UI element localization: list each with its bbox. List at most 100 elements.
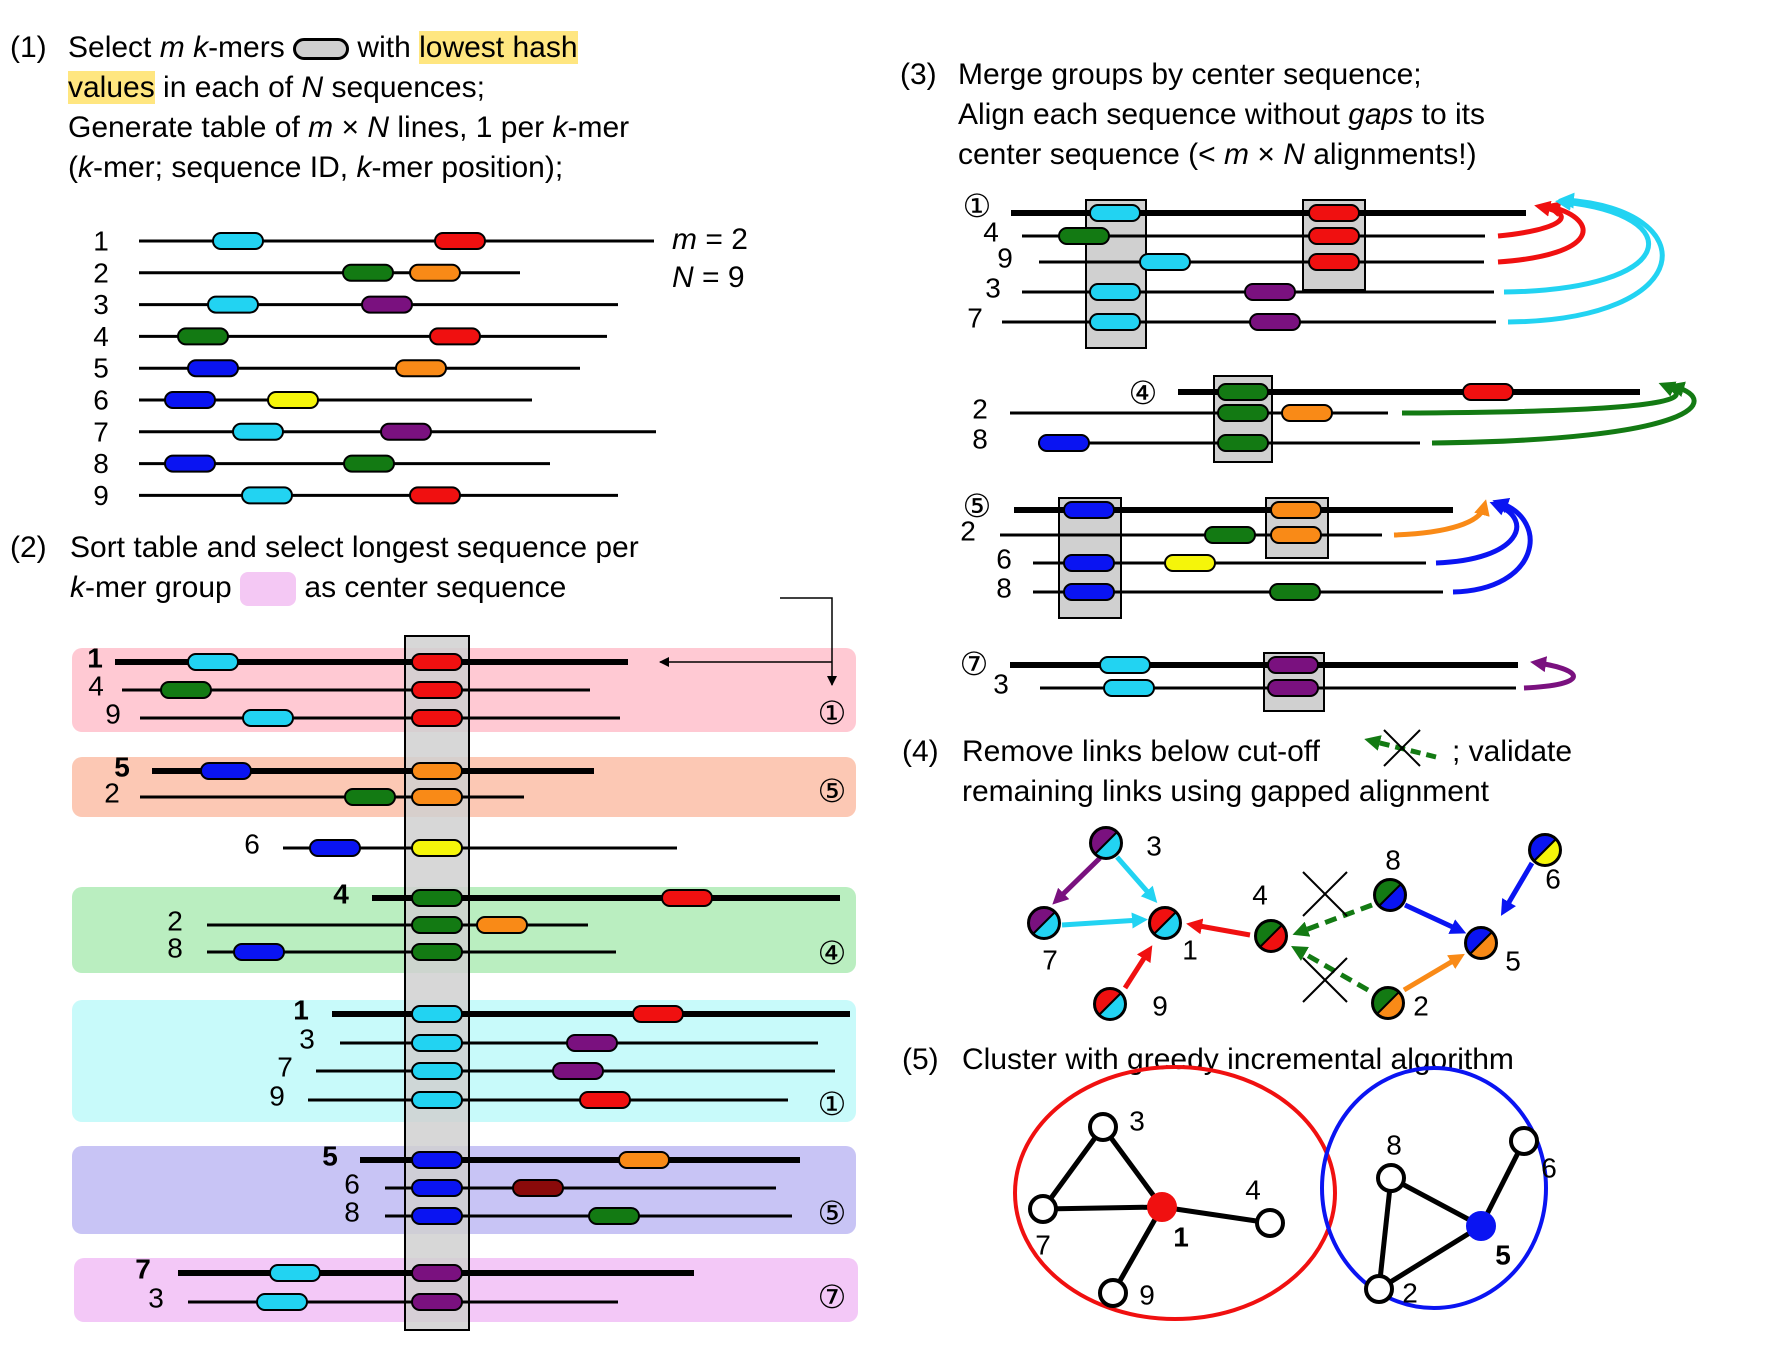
- kmer-blue: [411, 1151, 463, 1169]
- step3-line-2: Align each sequence without gaps to its: [958, 95, 1485, 135]
- node-5: [1464, 926, 1498, 960]
- cluster-member-label: 8: [1386, 1130, 1402, 1161]
- kmer-blue: [200, 762, 252, 780]
- node-4: [1254, 919, 1288, 953]
- node-divider: [1098, 992, 1122, 1016]
- cluster-edge: [1377, 1223, 1483, 1292]
- node-half: [1149, 907, 1176, 934]
- cluster-member-label: 3: [1129, 1106, 1145, 1137]
- highlight-values: values: [68, 71, 155, 104]
- graph-link: [1122, 945, 1153, 990]
- node-half: [1260, 925, 1287, 952]
- node-6: [1528, 833, 1562, 867]
- kmer-cyan: [1139, 253, 1191, 271]
- cluster-center-label: 1: [1173, 1222, 1189, 1253]
- gaps-word: gaps: [1348, 98, 1414, 131]
- merged-row-id-6: 6: [996, 544, 1012, 575]
- group-circled-label: ①: [818, 695, 847, 731]
- kmer-cyan: [411, 1034, 463, 1052]
- node-7: [1027, 906, 1061, 940]
- node-half: [1372, 987, 1399, 1014]
- cluster-member-node: [1098, 1278, 1128, 1308]
- text-fragment: as center sequence: [304, 571, 567, 604]
- kmer-red: [661, 889, 713, 907]
- row-id-3: 3: [93, 289, 109, 320]
- cluster-edge: [1389, 1175, 1483, 1229]
- kmer-red: [409, 486, 461, 505]
- kmer-yellow: [267, 391, 319, 409]
- kmer-blue: [411, 1207, 463, 1225]
- group-row-id-5: 5: [114, 752, 130, 783]
- node-3: [1089, 826, 1123, 860]
- step1-line-4: (k-mer; sequence ID, k-mer position);: [68, 148, 563, 188]
- cluster-2-outline: [1320, 1066, 1548, 1310]
- group-row-id-8: 8: [344, 1197, 360, 1228]
- group-row-id-2: 2: [104, 778, 120, 809]
- kmer-purple: [566, 1034, 618, 1052]
- graph-node-label-9: 9: [1152, 991, 1168, 1022]
- step2-number: (2): [10, 531, 47, 564]
- kmer-red: [434, 232, 486, 250]
- cluster-1-outline: [1013, 1065, 1337, 1321]
- kmer-blue: [411, 1179, 463, 1197]
- text-fragment: with: [349, 31, 420, 64]
- var-n: N: [301, 71, 324, 104]
- node-half: [1099, 993, 1126, 1020]
- cross-icon: [1383, 729, 1421, 767]
- cluster-edge: [1042, 1204, 1163, 1212]
- var-k: k: [78, 151, 93, 184]
- kmer-blue: [1063, 554, 1115, 572]
- cluster-center-node: [1147, 1192, 1177, 1222]
- node-half: [1534, 839, 1561, 866]
- var-m: m: [1224, 138, 1250, 171]
- kmer-orange: [618, 1151, 670, 1169]
- text-fragment: -mer group: [85, 571, 232, 604]
- cross-icon: [1302, 957, 1348, 1003]
- step3-line-3: center sequence (< m × N alignments!): [958, 135, 1477, 175]
- kmer-red: [411, 709, 463, 727]
- kmer-blue: [164, 454, 216, 473]
- var-k: k: [552, 111, 568, 144]
- text-fragment: -mer: [567, 111, 630, 144]
- merged-group-label: ④: [1129, 375, 1158, 411]
- kmer-orange: [411, 762, 463, 780]
- node-half: [1095, 832, 1122, 859]
- merged-row-id-8: 8: [972, 424, 988, 455]
- graph-link: [1402, 953, 1465, 993]
- graph-node-label-1: 1: [1182, 935, 1198, 966]
- kmer-green: [411, 889, 463, 907]
- kmer-green: [342, 263, 394, 282]
- text-fragment: Align each sequence without: [958, 98, 1349, 131]
- cluster-member-node: [1255, 1208, 1285, 1238]
- kmer-green: [1217, 404, 1269, 422]
- node-half: [1377, 992, 1404, 1019]
- merged-row-id-3: 3: [993, 669, 1009, 700]
- var-n: N: [367, 111, 390, 144]
- node-outline: [1027, 906, 1061, 940]
- group-row-id-2: 2: [167, 906, 183, 937]
- kmer-red: [1462, 383, 1514, 401]
- kmer-purple: [1244, 283, 1296, 301]
- label-layer: 123456789149526428137956873①⑤④①⑤⑦4937282…: [87, 188, 1561, 1315]
- cluster-edge: [1161, 1204, 1271, 1226]
- node-divider: [1533, 838, 1557, 862]
- kmer-red: [429, 327, 481, 346]
- node-outline: [1371, 986, 1405, 1020]
- row-id-9: 9: [93, 480, 109, 511]
- group-row-id-1: 1: [293, 995, 309, 1026]
- step1-number: (1): [10, 31, 47, 64]
- group-row-id-6: 6: [244, 829, 260, 860]
- kmer-cyan: [1089, 283, 1141, 301]
- kmer-cyan: [1103, 679, 1155, 697]
- group-row-id-1: 1: [87, 643, 103, 674]
- group-row-id-6: 6: [344, 1169, 360, 1200]
- kmer-blue: [309, 839, 361, 857]
- node-half: [1465, 927, 1492, 954]
- node-2: [1371, 986, 1405, 1020]
- var-n: N: [1283, 138, 1305, 171]
- text-fragment: in each of: [154, 71, 302, 104]
- cluster-edge: [1376, 1177, 1394, 1290]
- kmer-purple: [380, 422, 432, 441]
- var-m: m: [672, 223, 697, 256]
- node-outline: [1093, 987, 1127, 1021]
